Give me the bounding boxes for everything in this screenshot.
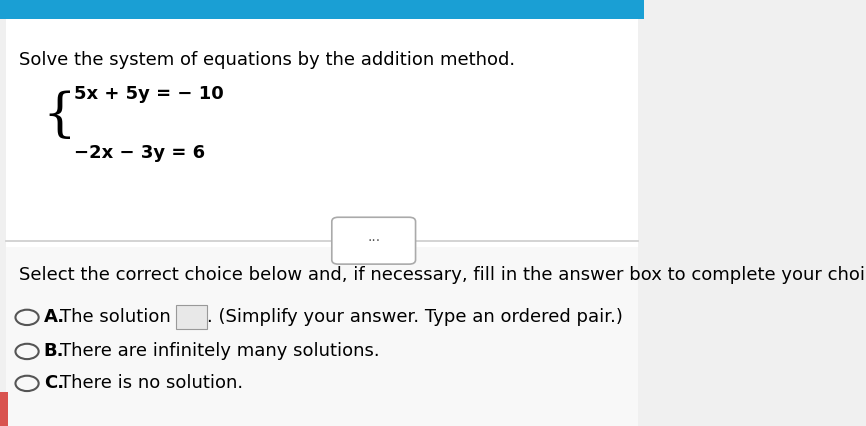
FancyBboxPatch shape xyxy=(6,6,638,247)
Text: Select the correct choice below and, if necessary, fill in the answer box to com: Select the correct choice below and, if … xyxy=(19,266,866,284)
Text: The solution is: The solution is xyxy=(60,308,191,325)
Text: A.: A. xyxy=(44,308,65,325)
Text: B.: B. xyxy=(44,342,64,360)
Text: −2x − 3y = 6: −2x − 3y = 6 xyxy=(74,144,205,162)
FancyBboxPatch shape xyxy=(0,392,8,426)
Text: There is no solution.: There is no solution. xyxy=(60,374,243,391)
FancyBboxPatch shape xyxy=(0,0,644,19)
FancyBboxPatch shape xyxy=(332,217,416,264)
FancyBboxPatch shape xyxy=(176,305,207,329)
Text: Solve the system of equations by the addition method.: Solve the system of equations by the add… xyxy=(19,51,515,69)
Text: {: { xyxy=(42,89,75,141)
Text: C.: C. xyxy=(44,374,64,391)
Text: ···: ··· xyxy=(367,234,380,248)
Text: . (Simplify your answer. Type an ordered pair.): . (Simplify your answer. Type an ordered… xyxy=(208,308,624,325)
Text: 5x + 5y = − 10: 5x + 5y = − 10 xyxy=(74,85,223,103)
FancyBboxPatch shape xyxy=(6,247,638,426)
Text: There are infinitely many solutions.: There are infinitely many solutions. xyxy=(60,342,379,360)
